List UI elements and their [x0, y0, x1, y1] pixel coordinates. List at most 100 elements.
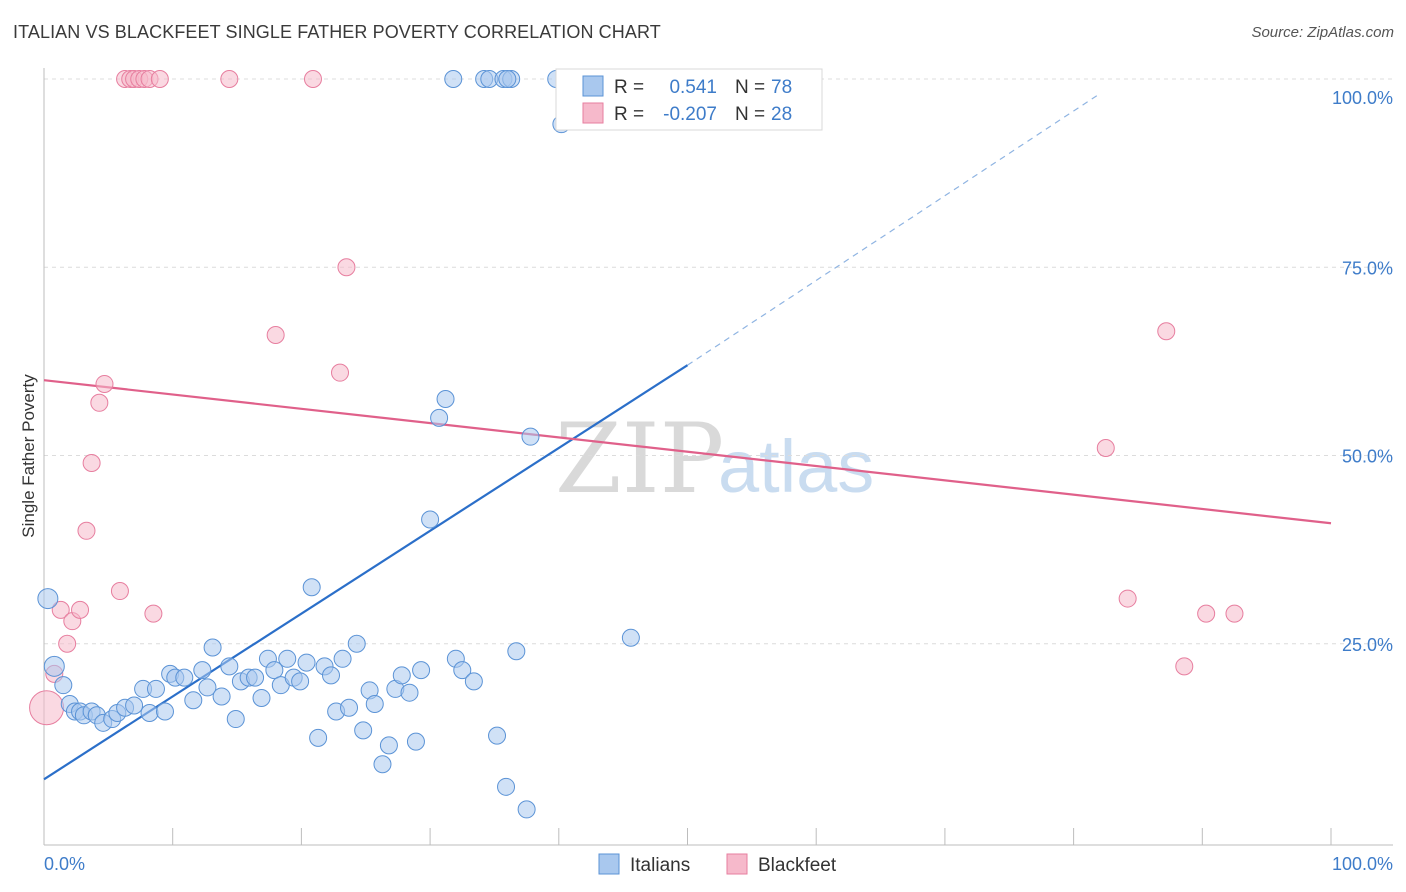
legend-blackfeet-swatch [582, 102, 604, 124]
italians-point [444, 70, 463, 88]
italians-point [421, 510, 440, 529]
italians-point [365, 694, 384, 713]
italians-point [212, 687, 231, 706]
blackfeet-trendline [43, 379, 1332, 525]
italians-point [340, 698, 359, 717]
legend-italians-n-value: 78 [771, 77, 792, 98]
italians-trendline-extension [687, 93, 1100, 366]
legend-italians-n-label: N = [735, 77, 765, 98]
italians-point [302, 578, 321, 597]
italians-point [621, 628, 640, 647]
italians-point [322, 666, 341, 685]
blackfeet-point [144, 604, 163, 623]
gridlines [44, 78, 1393, 645]
bottom-legend-blackfeet-swatch [726, 853, 748, 875]
blackfeet-point [331, 363, 350, 382]
italians-point [140, 704, 159, 723]
blackfeet-point [266, 326, 285, 345]
italians-trendline [43, 364, 689, 781]
italians-point [373, 755, 392, 774]
italians-point [392, 666, 411, 685]
italians-point [517, 800, 536, 819]
italians-point [184, 691, 203, 710]
blackfeet-point [58, 634, 77, 653]
x-tick-label-max: 100.0% [1332, 854, 1393, 874]
legend-blackfeet-r-value: -0.207 [663, 104, 717, 125]
blackfeet-point [1175, 657, 1194, 676]
blackfeet-point [1225, 604, 1244, 623]
blackfeet-point [337, 258, 356, 277]
italians-point [54, 676, 73, 695]
italians-point [498, 70, 517, 88]
italians-point [333, 649, 352, 668]
italians-point [412, 661, 431, 680]
blackfeet-point [303, 70, 322, 88]
italians-point [488, 726, 507, 745]
italians-point [246, 668, 265, 687]
italians-point [220, 657, 239, 676]
italians-point [146, 679, 165, 698]
bottom-legend-italians-label: Italians [630, 855, 690, 876]
blackfeet-point [51, 600, 70, 619]
y-tick-label-25: 25.0% [1342, 635, 1393, 655]
blackfeet-point [220, 70, 239, 88]
chart-title: ITALIAN VS BLACKFEET SINGLE FATHER POVER… [13, 22, 661, 42]
italians-point [309, 728, 328, 747]
italians-point [347, 634, 366, 653]
y-axis-label: Single Father Poverty [19, 374, 38, 538]
source-label: Source: ZipAtlas.com [1251, 24, 1394, 41]
x-ticks [43, 828, 1332, 845]
legend-italians-r-value: 0.541 [669, 77, 717, 98]
italians-point [400, 683, 419, 702]
italians-point [226, 710, 245, 729]
italians-point [379, 736, 398, 755]
legend-blackfeet-n-value: 28 [771, 104, 792, 125]
italians-point [252, 688, 271, 707]
italians-point [198, 678, 217, 697]
blackfeet-point [82, 454, 101, 473]
blackfeet-point [77, 521, 96, 540]
italians-point [354, 721, 373, 740]
italians-point [497, 777, 516, 796]
watermark-atlas: atlas [718, 425, 874, 508]
legend-italians-swatch [582, 75, 604, 97]
italians-point [175, 668, 194, 687]
watermark-zip: ZIP [555, 403, 724, 515]
italians-point [37, 588, 59, 610]
bottom-legend-blackfeet-label: Blackfeet [758, 855, 837, 876]
blackfeet-point [71, 600, 90, 619]
italians-point [278, 649, 297, 668]
italians-point [125, 696, 144, 715]
bottom-legend-italians-swatch [598, 853, 620, 875]
italians-point [406, 732, 425, 751]
italians-point [464, 672, 483, 691]
y-tick-label-50: 50.0% [1342, 447, 1393, 467]
correlation-legend: R = 0.541 N = 78 R = -0.207 N = 28 [555, 68, 823, 131]
y-tick-label-75: 75.0% [1342, 258, 1393, 278]
blackfeet-points [29, 70, 1244, 726]
legend-blackfeet-r-label: R = [614, 104, 644, 125]
italians-point [155, 702, 174, 721]
blackfeet-point [1118, 589, 1137, 608]
italians-point [521, 427, 540, 446]
italians-point [507, 642, 526, 661]
x-tick-label-min: 0.0% [44, 854, 85, 874]
y-tick-label-100: 100.0% [1332, 88, 1393, 108]
blackfeet-point [110, 582, 129, 601]
y-tick-labels: 25.0% 50.0% 75.0% 100.0% [1332, 88, 1393, 655]
blackfeet-point [1157, 322, 1176, 341]
blackfeet-point [1197, 604, 1216, 623]
blackfeet-point [1096, 438, 1115, 457]
italians-point [430, 408, 449, 427]
blackfeet-point [29, 690, 65, 726]
italians-point [297, 653, 316, 672]
italians-point [203, 638, 222, 657]
blackfeet-point [95, 374, 114, 393]
italians-point [436, 390, 455, 409]
italians-point [453, 661, 472, 680]
legend-blackfeet-n-label: N = [735, 104, 765, 125]
italians-point [265, 661, 284, 680]
italians-point [193, 661, 212, 680]
italians-point [291, 672, 310, 691]
